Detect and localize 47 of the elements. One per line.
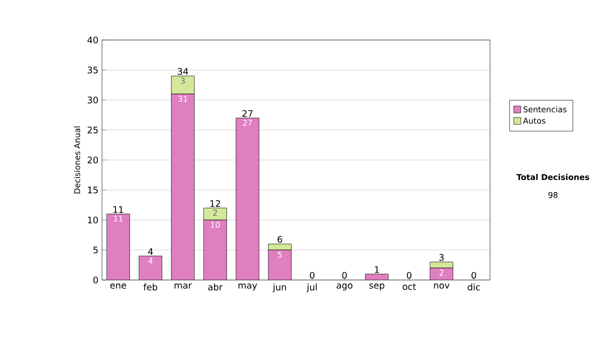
total-label: 11 [113,206,124,213]
x-tick-label: abr [208,284,223,290]
total-label: 0 [406,272,412,279]
data-label: 10 [210,222,220,228]
total-label: 27 [242,110,252,117]
y-tick-label: 15 [88,186,98,194]
x-tick-label: mar [174,284,192,289]
total-label: 0 [310,272,314,279]
data-label: 11 [114,216,123,222]
text: 98 [548,192,558,198]
data-label: 31 [178,96,188,102]
x-tick-label: sep [369,284,384,290]
data-label: 5 [278,252,282,258]
x-tick-label: oct [402,284,416,290]
y-tick-label: 40 [87,36,98,44]
total-label: 0 [342,272,347,279]
y-tick-label: 20 [88,156,98,164]
total-label: 0 [472,272,476,279]
y-axis-title: Decisiones Anual [74,126,80,194]
y-tick-label: 30 [88,96,98,104]
total-label: 34 [178,68,188,75]
text: Total Decisiones [516,174,590,180]
x-tick-label: ene [110,284,126,289]
total-label: 4 [148,248,153,255]
y-tick-label: 5 [93,246,98,254]
y-tick-label: 25 [88,126,98,134]
x-tick-label: dic [468,284,480,290]
y-tick-label: 35 [88,66,98,74]
total-label: 3 [439,254,444,261]
data-label: 27 [242,120,252,126]
x-tick-label: feb [144,284,158,290]
y-tick-label: 0 [93,276,98,284]
data-label: 2 [213,210,217,216]
total-label: 6 [278,236,282,243]
x-tick-label: may [238,284,258,290]
legend-label: Autos [523,118,546,124]
x-tick-label: jul [306,284,317,292]
y-tick-label: 10 [88,216,98,224]
total-label: 12 [210,200,220,207]
total-label: 1 [374,266,379,273]
x-tick-label: jun [272,284,286,292]
legend-label: Sentencias [524,106,566,112]
x-tick-label: ago [336,284,352,290]
data-label: 2 [440,270,444,276]
x-tick-label: nov [434,284,450,289]
data-label: 4 [148,258,153,264]
data-label: 3 [180,78,185,84]
